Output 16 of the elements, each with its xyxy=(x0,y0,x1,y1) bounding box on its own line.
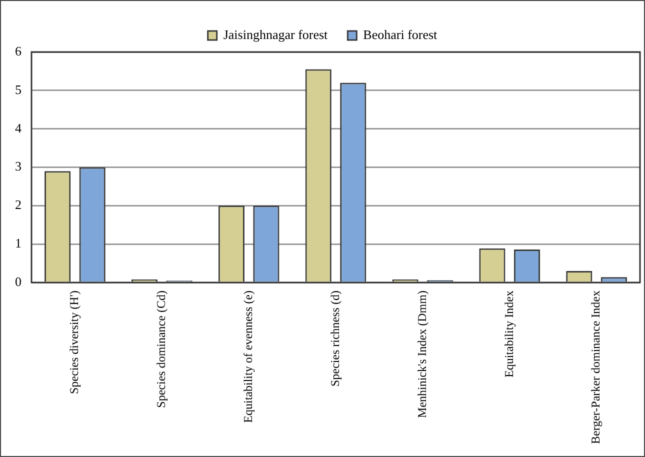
legend-label: Jaisinghnagar forest xyxy=(223,26,328,42)
x-tick-label: Equitability Index xyxy=(502,290,516,378)
x-tick-label: Species diversity (H') xyxy=(67,290,82,394)
x-tick-label: Berger-Parker dominance Index xyxy=(588,290,603,444)
x-tick-label: Species richness (d) xyxy=(328,290,342,387)
x-tick-label: Equitability of evenness (e) xyxy=(240,290,255,423)
x-tick-label: Species dominance (Cd) xyxy=(154,290,168,408)
y-tick-label: 4 xyxy=(15,120,22,136)
y-tick-label: 1 xyxy=(15,236,22,251)
y-tick-label: 3 xyxy=(15,158,22,174)
x-tick-label: Menhinick's Index (Dmm) xyxy=(414,290,429,418)
legend-label: Beohari forest xyxy=(363,26,438,42)
y-tick-label: 2 xyxy=(15,197,22,212)
y-tick-label: 6 xyxy=(15,43,22,58)
y-tick-label: 0 xyxy=(15,274,22,289)
y-tick-label: 5 xyxy=(15,82,22,97)
